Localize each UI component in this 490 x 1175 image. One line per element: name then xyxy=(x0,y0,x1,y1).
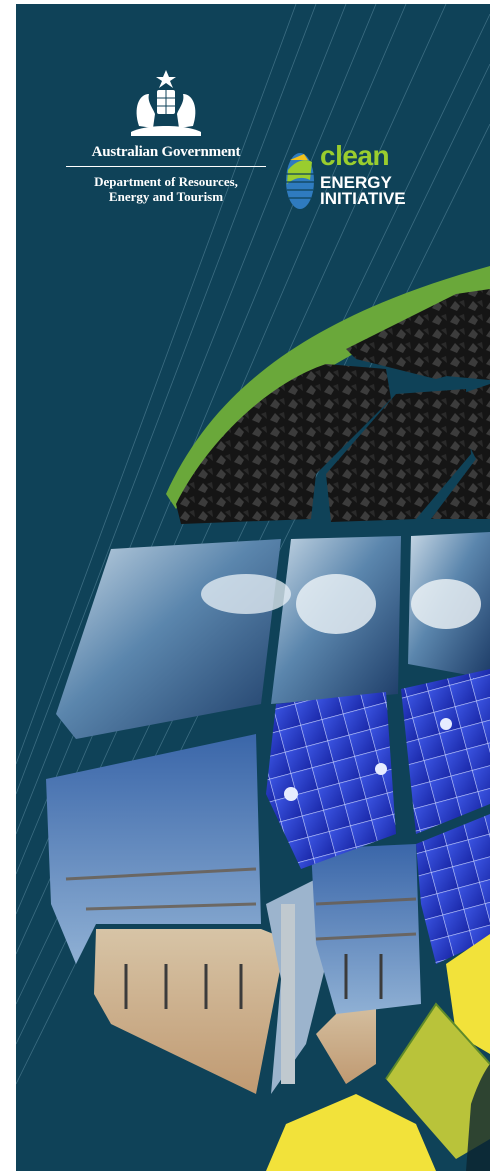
logo-word-initiative: INITIATIVE xyxy=(320,189,406,208)
government-name: Australian Government xyxy=(66,144,266,167)
globe-icon xyxy=(286,153,314,209)
department-name: Department of Resources, Energy and Tour… xyxy=(66,167,266,204)
clean-energy-initiative-logo: clean ENERGY INITIATIVE xyxy=(284,140,484,224)
mosaic-art xyxy=(16,4,490,1171)
department-line-2: Energy and Tourism xyxy=(108,189,224,204)
department-line-1: Department of Resources, xyxy=(94,174,238,189)
government-logo-block: Australian Government Department of Reso… xyxy=(66,68,266,204)
banner: Australian Government Department of Reso… xyxy=(16,4,490,1171)
coat-of-arms-icon xyxy=(131,70,201,136)
logo-word-clean: clean xyxy=(320,140,390,171)
logo-word-energy: ENERGY xyxy=(320,173,392,192)
